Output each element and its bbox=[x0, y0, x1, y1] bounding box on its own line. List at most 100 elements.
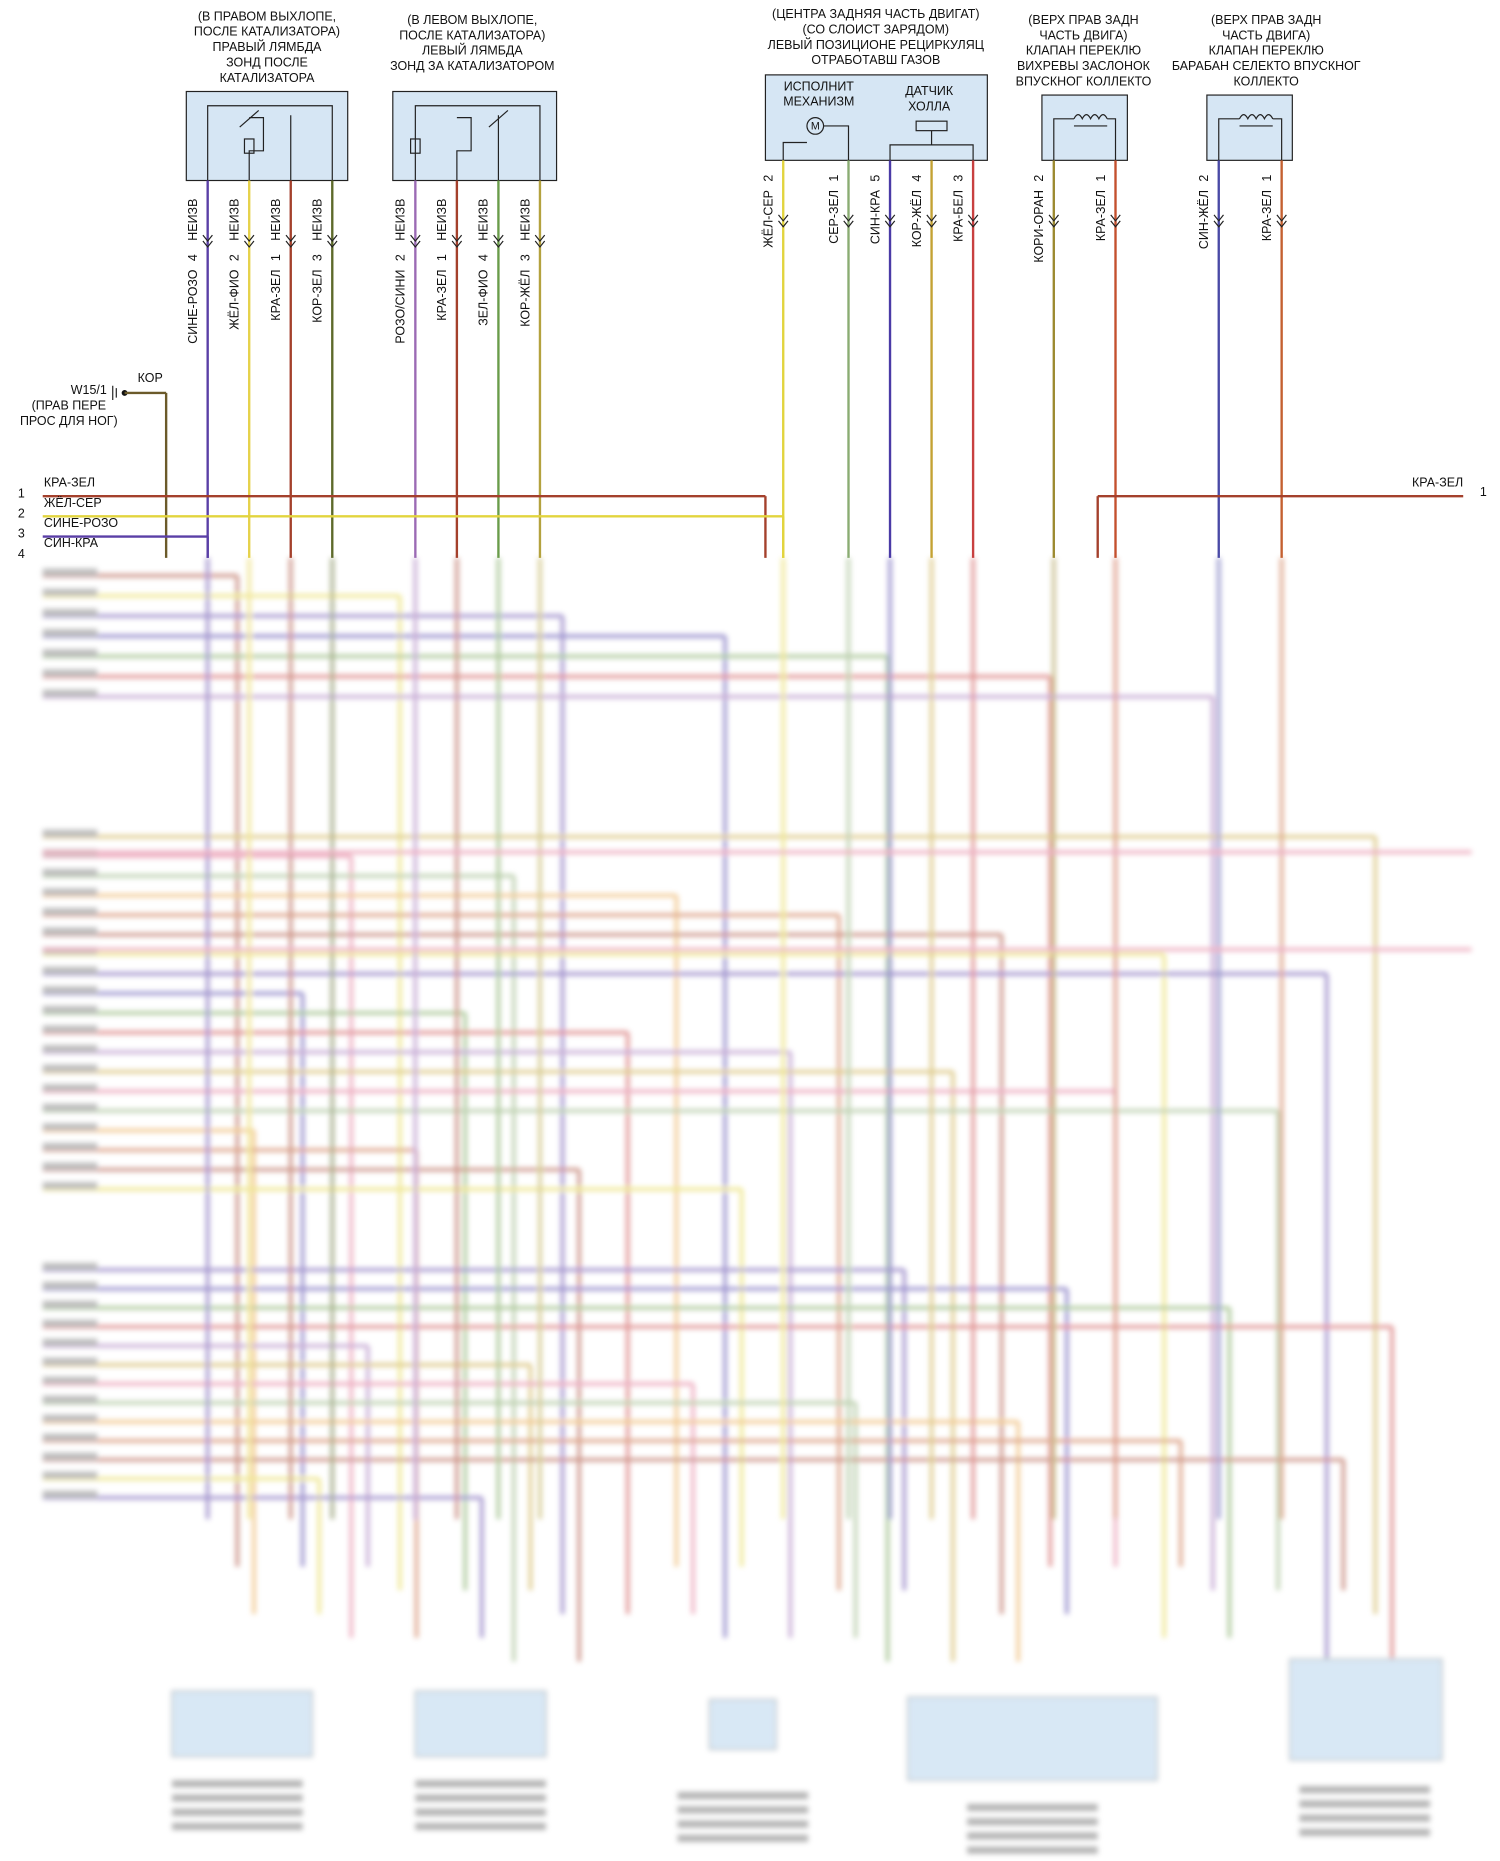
blurred-text bbox=[967, 1803, 1098, 1812]
connector-symbol bbox=[778, 214, 789, 228]
blurred-label bbox=[42, 689, 98, 697]
component-label: (ЦЕНТРА ЗАДНЯЯ ЧАСТЬ ДВИГАТ) bbox=[772, 7, 979, 21]
blurred-text bbox=[967, 1846, 1098, 1854]
coil-symbol bbox=[1053, 114, 1117, 161]
wire-label: КОР-ЖЁЛ bbox=[518, 270, 532, 327]
blurred-component bbox=[709, 1698, 777, 1750]
component-label: КОЛЛЕКТО bbox=[1234, 75, 1300, 89]
blurred-label bbox=[42, 1045, 98, 1053]
blurred-label bbox=[42, 1281, 98, 1289]
component-label: ПОСЛЕ КАТАЛИЗАТОРА) bbox=[194, 25, 340, 39]
pin-number: 2 bbox=[1032, 175, 1046, 182]
pin-number: 1 bbox=[1094, 175, 1108, 182]
diagram-content: (В ПРАВОМ ВЫХЛОПЕ,ПОСЛЕ КАТАЛИЗАТОРА)ПРА… bbox=[18, 7, 1487, 561]
blurred-label bbox=[42, 907, 98, 916]
pin-number: 1 bbox=[1260, 175, 1274, 182]
pin-number: 4 bbox=[910, 175, 924, 182]
blurred-label bbox=[42, 1433, 98, 1441]
component-label: КЛАПАН ПЕРЕКЛЮ bbox=[1026, 44, 1141, 58]
wire-label: КОР-ЖЁЛ bbox=[910, 190, 924, 247]
blurred-label bbox=[42, 608, 98, 617]
pin-number: 2 bbox=[762, 175, 776, 182]
bus-number: 1 bbox=[18, 486, 25, 500]
blurred-label bbox=[42, 1182, 98, 1190]
blurred-text bbox=[1299, 1800, 1430, 1808]
blurred-label bbox=[42, 568, 98, 576]
blurred-component bbox=[907, 1696, 1158, 1781]
sensor-symbol bbox=[414, 105, 541, 181]
blurred-label bbox=[42, 1084, 98, 1092]
connector-label: НЕИЗВ bbox=[311, 199, 325, 241]
blurred-text bbox=[172, 1780, 303, 1788]
connector-symbol bbox=[1110, 214, 1121, 228]
ground-id: W15/1 bbox=[71, 383, 107, 397]
blurred-text bbox=[172, 1822, 303, 1831]
bus-number: 3 bbox=[18, 527, 25, 541]
blurred-label bbox=[42, 868, 98, 876]
component-label: ПОСЛЕ КАТАЛИЗАТОРА) bbox=[399, 28, 545, 42]
blurred-label bbox=[42, 986, 98, 994]
heater-symbol bbox=[243, 138, 255, 154]
pin-number: 5 bbox=[868, 175, 882, 182]
component-label: (ВЕРХ ПРАВ ЗАДН bbox=[1211, 13, 1321, 27]
bus-number: 2 bbox=[18, 507, 25, 521]
blurred-label bbox=[42, 1338, 98, 1346]
connector-symbol bbox=[202, 234, 213, 248]
blurred-label bbox=[42, 1103, 98, 1111]
pin-number: 2 bbox=[228, 254, 242, 261]
blurred-text bbox=[172, 1808, 303, 1816]
component-label: (В ПРАВОМ ВЫХЛОПЕ, bbox=[198, 9, 336, 23]
blurred-label bbox=[42, 1300, 98, 1308]
wire-label: СИНЕ-РОЗО bbox=[186, 269, 200, 343]
bus-wire-label: ЖЁЛ-СЕР bbox=[44, 496, 102, 510]
blurred-label bbox=[42, 829, 98, 837]
connector-label: НЕИЗВ bbox=[394, 199, 408, 241]
connector-label: НЕИЗВ bbox=[435, 199, 449, 241]
sensor-symbol bbox=[207, 105, 333, 181]
component-label: ЧАСТЬ ДВИГА) bbox=[1222, 28, 1310, 42]
blurred-label bbox=[42, 1025, 98, 1033]
blurred-label bbox=[42, 1262, 98, 1270]
blurred-component bbox=[171, 1690, 313, 1758]
blurred-label bbox=[42, 1376, 98, 1384]
component-box bbox=[764, 74, 988, 161]
inner-label: МЕХАНИЗМ bbox=[783, 95, 854, 109]
blurred-label bbox=[42, 1142, 98, 1151]
connector-label: НЕИЗВ bbox=[228, 199, 242, 241]
connector-symbol bbox=[285, 234, 296, 248]
blurred-text bbox=[677, 1834, 809, 1842]
connector-label: НЕИЗВ bbox=[269, 199, 283, 241]
wire-label: КРА-ЗЕЛ bbox=[435, 270, 449, 321]
wire-label: КОРИ-ОРАН bbox=[1032, 190, 1046, 263]
blurred-label bbox=[42, 1005, 98, 1013]
blurred-label bbox=[42, 888, 98, 896]
bus-wire-label: КРА-ЗЕЛ bbox=[1412, 476, 1463, 490]
connector-label: НЕИЗВ bbox=[518, 199, 532, 241]
wire-label: РОЗО/СИНИ bbox=[394, 270, 408, 344]
connector-symbol bbox=[493, 234, 504, 248]
blurred-label bbox=[42, 588, 98, 596]
wire-label: КРА-ЗЕЛ bbox=[1260, 190, 1274, 241]
bus-number: 1 bbox=[1480, 485, 1487, 499]
connector-symbol bbox=[1213, 214, 1224, 228]
ground-location: ПРОС ДЛЯ НОГ) bbox=[20, 414, 118, 428]
blurred-text bbox=[1299, 1786, 1430, 1794]
component-label: КАТАЛИЗАТОРА bbox=[220, 71, 316, 85]
connector-symbol bbox=[410, 234, 421, 248]
inner-label: M bbox=[811, 120, 820, 132]
blurred-label bbox=[42, 1395, 98, 1403]
pin-number: 1 bbox=[827, 175, 841, 182]
pin-number: 2 bbox=[394, 254, 408, 261]
blurred-label bbox=[42, 1123, 98, 1131]
blurred-text bbox=[677, 1806, 809, 1814]
blurred-label bbox=[42, 1452, 98, 1460]
blurred-text bbox=[415, 1822, 546, 1831]
pin-number: 4 bbox=[477, 254, 491, 261]
blurred-component bbox=[1289, 1658, 1443, 1761]
blurred-text bbox=[967, 1818, 1098, 1826]
blurred-label bbox=[42, 1319, 98, 1327]
pin-number: 1 bbox=[435, 254, 449, 261]
connector-symbol bbox=[534, 234, 546, 248]
blurred-label bbox=[42, 1471, 98, 1479]
